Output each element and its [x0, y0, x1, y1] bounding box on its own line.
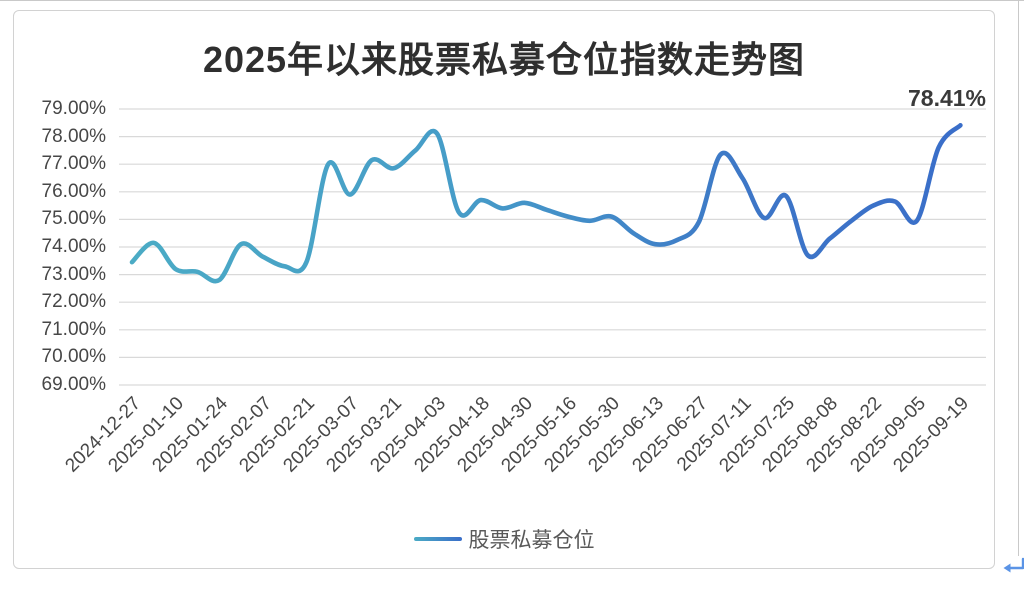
y-axis-tick-label: 70.00%	[41, 346, 106, 368]
page-right-border	[1018, 0, 1019, 556]
y-axis-tick-label: 71.00%	[41, 318, 106, 340]
legend: 股票私募仓位	[14, 525, 994, 553]
chart-frame: 2025年以来股票私募仓位指数走势图 79.00% 78.00% 77.00% 76.…	[13, 10, 995, 569]
y-axis-tick-label: 73.00%	[41, 263, 106, 285]
plot-area	[119, 108, 986, 386]
chart-title: 2025年以来股票私募仓位指数走势图	[202, 39, 806, 80]
last-point-value-label: 78.41%	[907, 85, 986, 111]
y-axis-tick-label: 79.00%	[41, 98, 106, 119]
y-axis-tick-label: 72.00%	[41, 291, 106, 313]
y-axis-tick-label: 78.00%	[41, 125, 106, 147]
return-arrow-icon[interactable]	[1000, 555, 1024, 583]
legend-line-marker	[413, 537, 462, 541]
y-axis-tick-label: 69.00%	[41, 374, 106, 395]
y-axis-tick-label: 76.00%	[41, 180, 106, 202]
legend-series-label: 股票私募仓位	[468, 529, 595, 552]
y-axis-tick-label: 75.00%	[41, 208, 106, 230]
y-axis-tick-label: 74.00%	[41, 236, 106, 257]
y-axis-tick-label: 77.00%	[41, 153, 106, 175]
page-top-border	[0, 0, 1024, 1]
